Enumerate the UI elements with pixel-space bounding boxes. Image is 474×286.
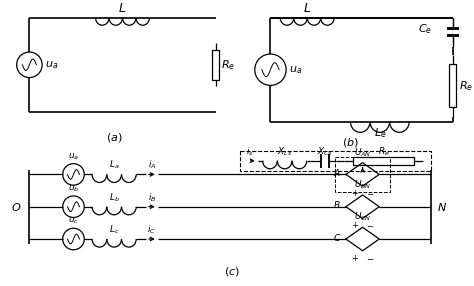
Text: $-$: $-$ xyxy=(366,188,374,197)
Text: $U_{BN}$: $U_{BN}$ xyxy=(354,178,371,191)
Text: $U_{CN}$: $U_{CN}$ xyxy=(354,211,371,223)
Bar xyxy=(449,64,456,108)
Text: $A$: $A$ xyxy=(333,167,341,178)
Text: $i_A$: $i_A$ xyxy=(148,159,156,172)
Bar xyxy=(354,157,414,165)
Text: $C$: $C$ xyxy=(333,232,341,243)
Text: $i_C$: $i_C$ xyxy=(147,224,156,236)
Text: $R_e$: $R_e$ xyxy=(221,58,236,72)
Text: $-$: $-$ xyxy=(366,253,374,262)
Text: $(b)$: $(b)$ xyxy=(342,136,359,149)
Text: $u_a$: $u_a$ xyxy=(68,151,79,162)
Text: $u_a$: $u_a$ xyxy=(289,64,302,76)
Text: $L_a$: $L_a$ xyxy=(109,159,119,172)
Text: $N$: $N$ xyxy=(437,201,447,213)
Text: $i_B$: $i_B$ xyxy=(147,191,156,204)
Text: $u_b$: $u_b$ xyxy=(68,184,79,194)
Bar xyxy=(212,50,219,80)
Text: $L_c$: $L_c$ xyxy=(109,224,119,236)
Text: $u_a$: $u_a$ xyxy=(45,59,58,71)
Text: $X_{Cs}$: $X_{Cs}$ xyxy=(317,145,333,158)
Text: $C_e$: $C_e$ xyxy=(418,23,432,36)
Text: $L_b$: $L_b$ xyxy=(109,191,119,204)
Text: $-$: $-$ xyxy=(366,221,374,229)
Text: $O$: $O$ xyxy=(11,201,21,213)
Text: $U_{AN}$: $U_{AN}$ xyxy=(354,146,371,159)
Bar xyxy=(335,157,390,192)
Text: $(c)$: $(c)$ xyxy=(224,265,240,278)
Text: $R_e$: $R_e$ xyxy=(378,145,390,158)
Text: $+$: $+$ xyxy=(351,253,359,263)
Text: $L$: $L$ xyxy=(118,2,127,15)
Text: $(a)$: $(a)$ xyxy=(106,131,123,144)
Text: $u_c$: $u_c$ xyxy=(68,216,79,226)
Bar xyxy=(240,151,431,170)
Text: $+$: $+$ xyxy=(351,221,359,231)
Text: $L_e$: $L_e$ xyxy=(374,126,386,140)
Text: $+$: $+$ xyxy=(351,188,359,198)
Text: $X_{Ls}$: $X_{Ls}$ xyxy=(277,145,292,158)
Text: $L$: $L$ xyxy=(303,2,311,15)
Text: $B$: $B$ xyxy=(333,199,341,210)
Text: $R_e$: $R_e$ xyxy=(459,79,473,93)
Text: $i_s$: $i_s$ xyxy=(246,145,254,158)
